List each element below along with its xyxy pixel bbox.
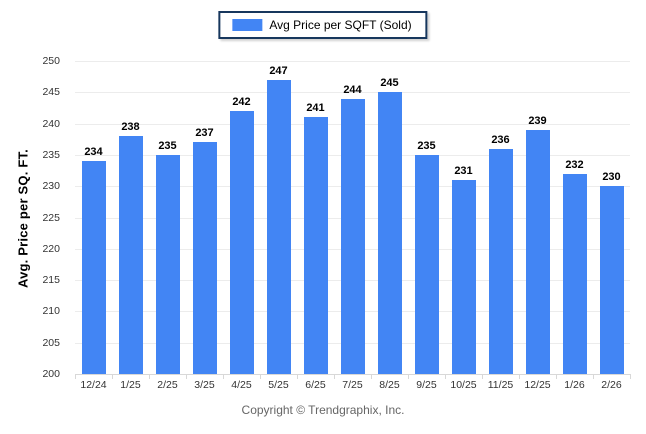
bar: [266, 79, 291, 374]
bar-value-label: 244: [343, 83, 362, 96]
x-tick-label: 4/25: [231, 379, 252, 391]
bar-value-label: 232: [565, 158, 584, 171]
bar: [414, 154, 439, 374]
y-tick-label: 215: [42, 274, 60, 287]
bar-slot: 245: [371, 61, 408, 374]
x-axis-tick: [593, 374, 594, 379]
bar-value-label: 245: [380, 77, 399, 90]
bar-slot: 238: [112, 61, 149, 374]
bar-value-label: 235: [158, 139, 177, 152]
legend-label: Avg Price per SQFT (Sold): [269, 18, 412, 32]
bar: [192, 142, 217, 374]
bar: [303, 117, 328, 374]
bar: [562, 173, 587, 374]
x-tick-label: 12/24: [80, 379, 107, 391]
x-axis-tick: [445, 374, 446, 379]
legend-swatch-icon: [232, 19, 263, 31]
bar-value-label: 239: [528, 114, 547, 127]
x-axis-tick: [149, 374, 150, 379]
x-axis-tick: [371, 374, 372, 379]
bar: [599, 186, 624, 374]
x-tick-label: 1/25: [120, 379, 141, 391]
y-tick-label: 240: [42, 117, 60, 130]
x-axis-tick: [519, 374, 520, 379]
x-tick-label: 2/25: [157, 379, 178, 391]
bar-slot: 242: [223, 61, 260, 374]
chart-legend: Avg Price per SQFT (Sold): [218, 11, 428, 39]
x-axis-tick: [408, 374, 409, 379]
x-tick-label: 1/26: [564, 379, 585, 391]
bar-slot: 244: [334, 61, 371, 374]
y-tick-label: 230: [42, 180, 60, 193]
bar-value-label: 235: [417, 139, 436, 152]
bar: [488, 148, 513, 374]
bar-slot: 234: [75, 61, 112, 374]
x-axis-labels: 12/24 1/25 2/25 3/25 4/25 5/25 6/25 7/25 8/25 9/2…: [75, 379, 630, 391]
bar-value-label: 231: [454, 164, 473, 177]
x-tick-label: 6/25: [305, 379, 326, 391]
x-tick-label: 12/25: [524, 379, 551, 391]
bar: [525, 129, 550, 374]
x-tick-label: 2/26: [601, 379, 622, 391]
bar: [155, 154, 180, 374]
x-tick-label: 5/25: [268, 379, 289, 391]
x-axis-tick: [482, 374, 483, 379]
bar-slot: 247: [260, 61, 297, 374]
y-tick-label: 200: [42, 368, 60, 380]
y-tick-label: 245: [42, 86, 60, 99]
x-tick-label: 3/25: [194, 379, 215, 391]
bar: [229, 111, 254, 374]
x-axis-tick: [260, 374, 261, 379]
bar-value-label: 238: [121, 121, 140, 134]
bars-row: 234 238 235 237 242 247 241 244 245 235 231 236 239 2…: [75, 61, 630, 374]
y-tick-label: 205: [42, 336, 60, 349]
bar-value-label: 236: [491, 133, 510, 146]
bar-value-label: 234: [84, 146, 103, 159]
x-tick-label: 9/25: [416, 379, 437, 391]
copyright-text: Copyright © Trendgraphix, Inc.: [241, 403, 405, 417]
y-tick-label: 210: [42, 305, 60, 318]
x-axis-tick: [112, 374, 113, 379]
x-tick-label: 8/25: [379, 379, 400, 391]
x-axis-tick: [630, 374, 631, 379]
bar: [377, 92, 402, 374]
x-axis-tick: [223, 374, 224, 379]
bar-value-label: 230: [602, 171, 621, 184]
bar: [118, 136, 143, 374]
plot-area: 234 238 235 237 242 247 241 244 245 235 231 236 239 2…: [75, 61, 630, 375]
bar-slot: 239: [519, 61, 556, 374]
x-axis-tick: [297, 374, 298, 379]
bar-value-label: 241: [306, 102, 325, 115]
y-tick-label: 225: [42, 211, 60, 224]
bar: [81, 161, 106, 374]
bar-slot: 241: [297, 61, 334, 374]
gridline: [75, 92, 630, 94]
bar-slot: 237: [186, 61, 223, 374]
x-axis-tick: [75, 374, 76, 379]
x-axis-tick: [556, 374, 557, 379]
bar-slot: 235: [149, 61, 186, 374]
gridline: [75, 61, 630, 62]
bar-slot: 231: [445, 61, 482, 374]
x-tick-label: 10/25: [450, 379, 477, 391]
y-tick-label: 220: [42, 242, 60, 255]
x-tick-label: 11/25: [487, 379, 514, 391]
x-tick-label: 7/25: [342, 379, 363, 391]
bar: [340, 98, 365, 374]
bar-slot: 235: [408, 61, 445, 374]
bar-value-label: 242: [232, 96, 251, 109]
y-tick-label: 250: [42, 55, 60, 67]
bar-slot: 230: [593, 61, 630, 374]
bar: [451, 179, 476, 374]
x-axis-tick: [334, 374, 335, 379]
bar-slot: 236: [482, 61, 519, 374]
bar-value-label: 247: [269, 64, 288, 77]
x-axis-tick: [186, 374, 187, 379]
bar-slot: 232: [556, 61, 593, 374]
y-tick-label: 235: [42, 148, 60, 161]
bar-value-label: 237: [195, 127, 214, 140]
